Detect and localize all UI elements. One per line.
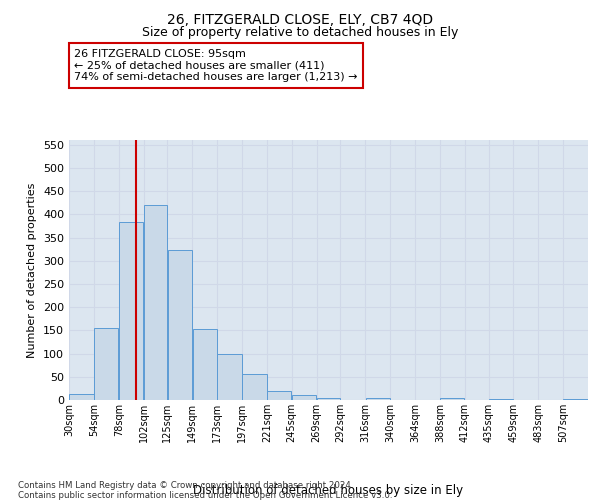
Text: 26 FITZGERALD CLOSE: 95sqm
← 25% of detached houses are smaller (411)
74% of sem: 26 FITZGERALD CLOSE: 95sqm ← 25% of deta… [74, 49, 358, 82]
Text: Size of property relative to detached houses in Ely: Size of property relative to detached ho… [142, 26, 458, 39]
Bar [365, 398, 390, 400]
Bar [119, 222, 143, 400]
Bar [267, 391, 292, 400]
X-axis label: Distribution of detached houses by size in Ely: Distribution of detached houses by size … [193, 484, 464, 497]
Text: Contains HM Land Registry data © Crown copyright and database right 2024.: Contains HM Land Registry data © Crown c… [18, 481, 353, 490]
Bar [167, 250, 192, 400]
Bar [292, 396, 316, 400]
Bar [193, 330, 217, 400]
Bar [217, 354, 242, 400]
Bar [440, 398, 464, 400]
Bar [69, 394, 94, 400]
Bar [489, 398, 513, 400]
Text: 26, FITZGERALD CLOSE, ELY, CB7 4QD: 26, FITZGERALD CLOSE, ELY, CB7 4QD [167, 12, 433, 26]
Bar [144, 204, 167, 400]
Bar [563, 398, 588, 400]
Y-axis label: Number of detached properties: Number of detached properties [28, 182, 37, 358]
Bar [242, 374, 266, 400]
Text: Contains public sector information licensed under the Open Government Licence v3: Contains public sector information licen… [18, 491, 392, 500]
Bar [94, 328, 118, 400]
Bar [317, 398, 340, 400]
